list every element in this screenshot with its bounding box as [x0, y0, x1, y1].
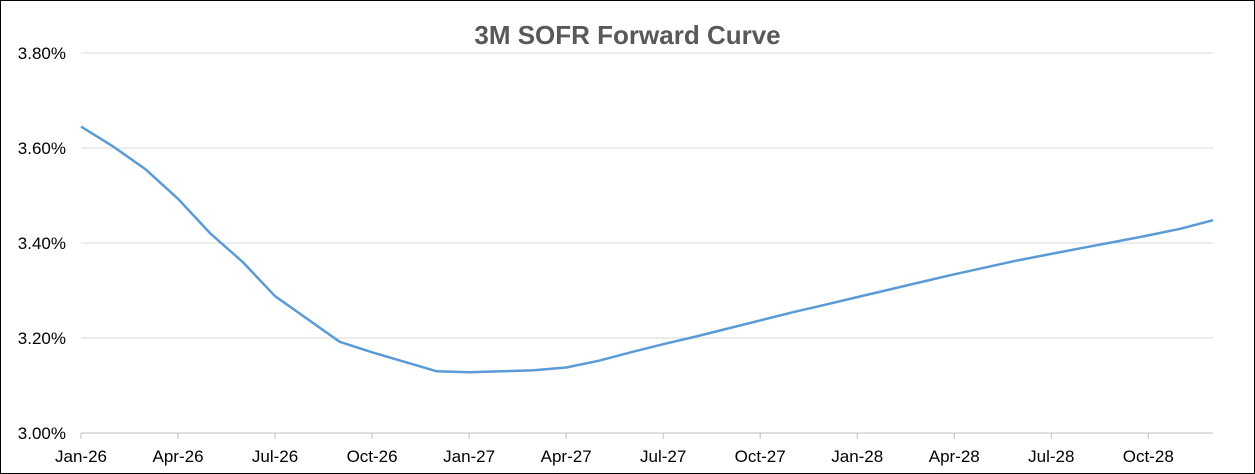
x-tick-label: Apr-27: [541, 447, 592, 466]
x-tick-label: Jul-26: [252, 447, 298, 466]
sofr-forward-line: [80, 125, 1214, 374]
y-tick-label: 3.60%: [18, 139, 66, 158]
x-tick-label: Jul-27: [640, 447, 686, 466]
x-tick-label: Oct-27: [735, 447, 786, 466]
chart-title: 3M SOFR Forward Curve: [474, 20, 781, 50]
x-tick-label: Jul-28: [1028, 447, 1074, 466]
x-tick-label: Jan-27: [443, 447, 495, 466]
y-tick-label: 3.20%: [18, 329, 66, 348]
x-tick-label: Apr-28: [929, 447, 980, 466]
x-tick-label: Jan-26: [55, 447, 107, 466]
x-tick-label: Jan-28: [831, 447, 883, 466]
x-tick-label: Oct-26: [347, 447, 398, 466]
y-tick-label: 3.80%: [18, 44, 66, 63]
x-tick-label: Apr-26: [153, 447, 204, 466]
y-tick-label: 3.40%: [18, 234, 66, 253]
x-tick-label: Oct-28: [1123, 447, 1174, 466]
y-tick-label: 3.00%: [18, 424, 66, 443]
